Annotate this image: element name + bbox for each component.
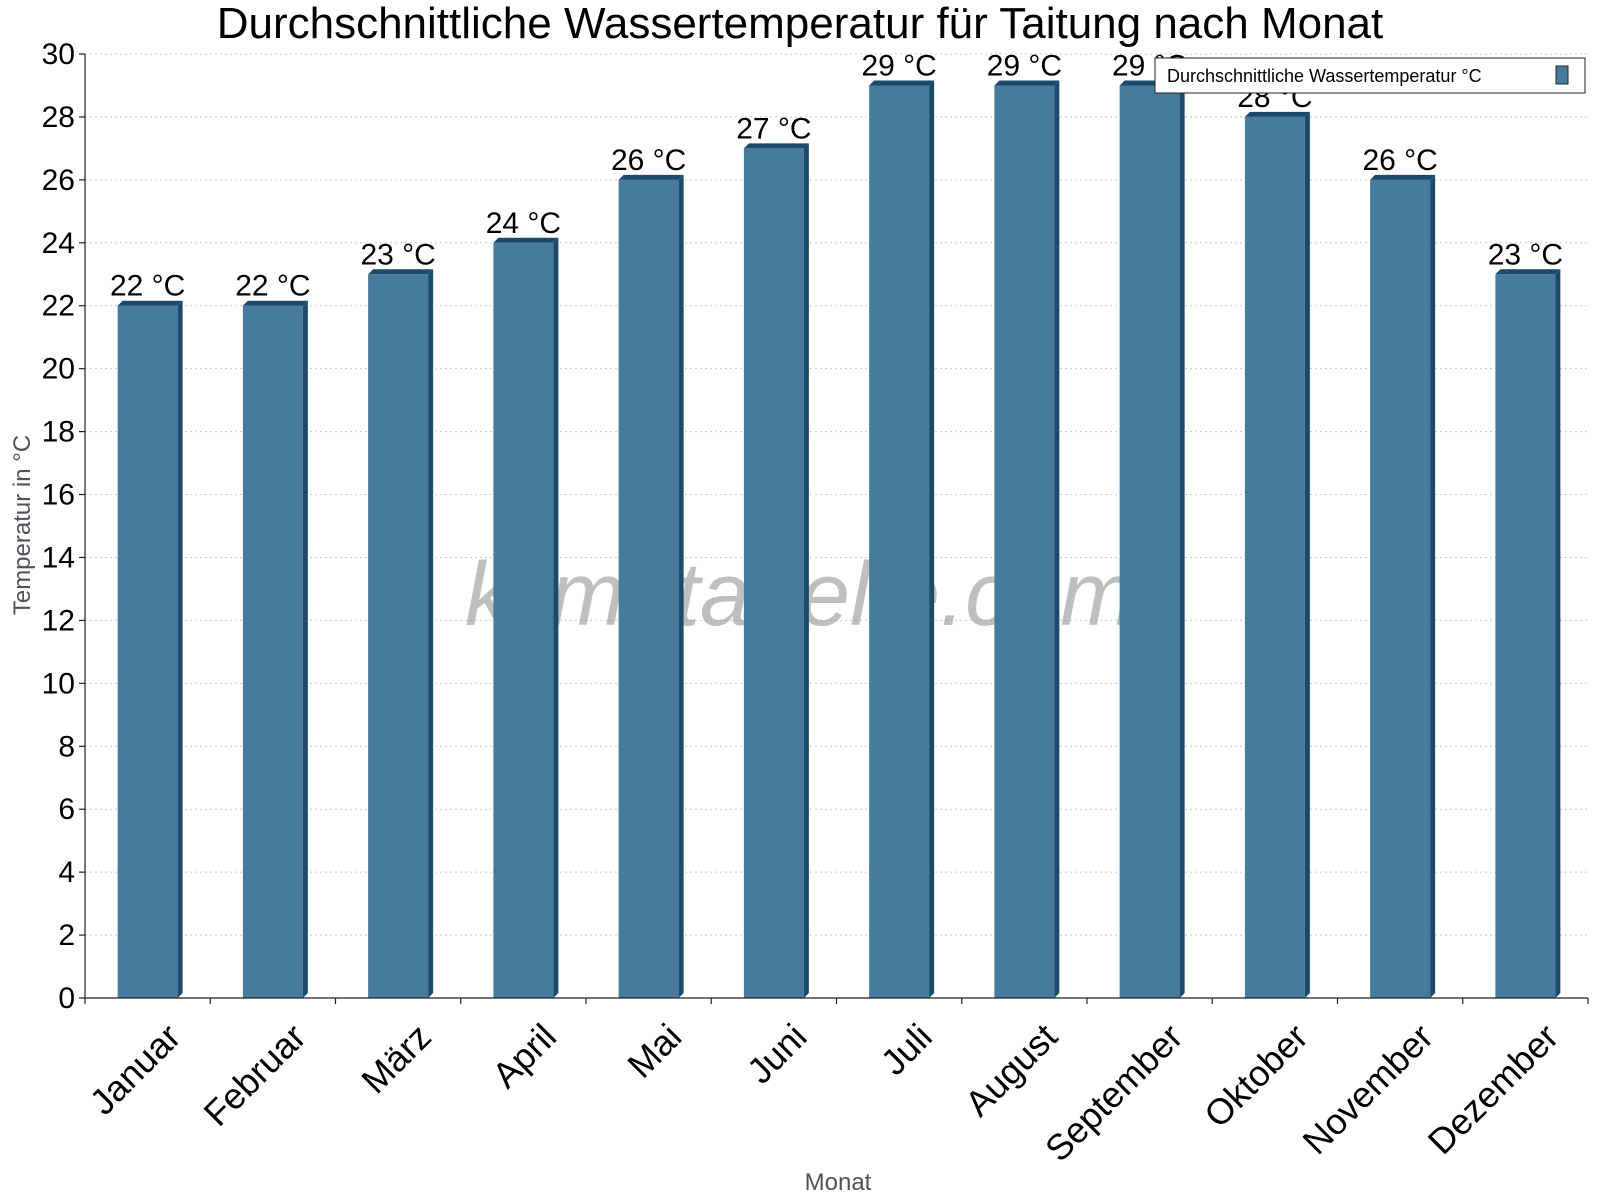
x-tick-label: Juni	[739, 1016, 815, 1092]
bar-front	[994, 85, 1055, 998]
data-label: 23 °C	[1488, 238, 1563, 271]
y-tick-label: 22	[42, 290, 75, 323]
x-tick-labels: Januar Februar März April Mai Juni Juli AugustS…	[82, 1016, 1567, 1170]
data-label: 22 °C	[235, 270, 310, 303]
bar-front	[869, 85, 930, 998]
y-tick-label: 10	[42, 667, 75, 700]
bar-side	[428, 269, 434, 998]
bar-februar	[242, 300, 308, 998]
bar-top	[117, 300, 183, 306]
bar-september	[1119, 80, 1185, 998]
legend-box	[1154, 57, 1586, 94]
bar-top	[994, 80, 1060, 86]
bar-top	[743, 143, 809, 149]
x-tick-label: April	[484, 1016, 564, 1096]
bar-side	[1555, 269, 1561, 998]
axes	[79, 53, 1589, 1004]
y-tick-label: 20	[42, 353, 75, 386]
x-tick-label: September	[1037, 1016, 1191, 1170]
data-labels: 22 °C 22 °C 23 °C 24 °C 26 °C 27 °C 29 °C 29 °C…	[110, 49, 1563, 302]
bar-august	[994, 80, 1060, 998]
bar-front	[618, 179, 679, 998]
bar-dezember	[1495, 269, 1561, 998]
bar-top	[618, 174, 684, 180]
bar-front	[117, 305, 178, 998]
data-label: 23 °C	[360, 238, 435, 271]
y-tick-label: 24	[42, 227, 75, 260]
bar-side	[929, 80, 935, 998]
bar-front	[1370, 179, 1431, 998]
y-tick-label: 8	[58, 730, 75, 763]
x-tick-label: Februar	[195, 1016, 313, 1134]
bar-top	[1370, 174, 1436, 180]
bar-front	[368, 274, 429, 998]
bar-front	[493, 242, 554, 999]
bar-front	[743, 148, 804, 998]
bar-side	[1430, 174, 1436, 998]
bar-side	[177, 300, 183, 998]
bar-juli	[869, 80, 935, 998]
bar-top	[1495, 269, 1561, 275]
data-label: 24 °C	[486, 207, 561, 240]
y-tick-label: 6	[58, 793, 75, 826]
y-tick-label: 14	[42, 541, 75, 574]
x-tick-label: Juli	[873, 1016, 940, 1083]
chart-title: Durchschnittliche Wassertemperatur für T…	[217, 0, 1384, 48]
bars	[117, 80, 1561, 999]
x-tick-label: März	[353, 1016, 439, 1102]
bar-front	[1119, 85, 1180, 998]
bar-april	[493, 237, 559, 999]
bar-top	[493, 237, 559, 243]
bar-top	[869, 80, 935, 86]
y-tick-label: 12	[42, 604, 75, 637]
bar-front	[242, 305, 303, 998]
bar-side	[553, 237, 559, 999]
x-tick-label: Oktober	[1196, 1016, 1316, 1136]
legend-label: Durchschnittliche Wassertemperatur °C	[1167, 66, 1482, 86]
bar-top	[1244, 111, 1310, 117]
y-tick-label: 18	[42, 416, 75, 449]
legend-swatch	[1555, 65, 1569, 85]
y-tick-label: 4	[58, 856, 75, 889]
grid-lines	[85, 53, 1588, 936]
bar-side	[1179, 80, 1185, 998]
y-tick-label: 28	[42, 101, 75, 134]
bar-side	[1304, 111, 1310, 998]
bar-side	[302, 300, 308, 998]
y-axis-title: Temperatur in °C	[9, 435, 36, 615]
bar-side	[1054, 80, 1060, 998]
legend: Durchschnittliche Wassertemperatur °C	[1154, 57, 1586, 94]
bar-juni	[743, 143, 809, 998]
bar-top	[368, 269, 434, 275]
bar-side	[678, 174, 684, 998]
x-tick-label: August	[957, 1016, 1065, 1124]
y-tick-label: 26	[42, 164, 75, 197]
bar-front	[1495, 274, 1556, 998]
bar-side	[803, 143, 809, 998]
y-tick-label: 2	[58, 919, 75, 952]
data-label: 29 °C	[987, 49, 1062, 82]
data-label: 22 °C	[110, 270, 185, 303]
x-tick-label: Mai	[619, 1016, 689, 1086]
bar-januar	[117, 300, 183, 998]
bar-top	[242, 300, 308, 306]
x-tick-label: Januar	[82, 1016, 189, 1123]
y-tick-label: 0	[58, 982, 75, 1015]
x-axis-title: Monat	[805, 1169, 872, 1196]
data-label: 26 °C	[611, 144, 686, 177]
y-tick-label: 16	[42, 479, 75, 512]
data-label: 26 °C	[1362, 144, 1437, 177]
bar-märz	[368, 269, 434, 998]
x-tick-label: November	[1294, 1016, 1440, 1162]
bar-oktober	[1244, 111, 1310, 998]
data-label: 29 °C	[861, 49, 936, 82]
x-tick-label: Dezember	[1420, 1016, 1566, 1162]
bar-november	[1370, 174, 1436, 998]
bar-front	[1244, 116, 1305, 998]
data-label: 27 °C	[736, 112, 811, 145]
y-tick-label: 30	[42, 38, 75, 71]
bar-mai	[618, 174, 684, 998]
